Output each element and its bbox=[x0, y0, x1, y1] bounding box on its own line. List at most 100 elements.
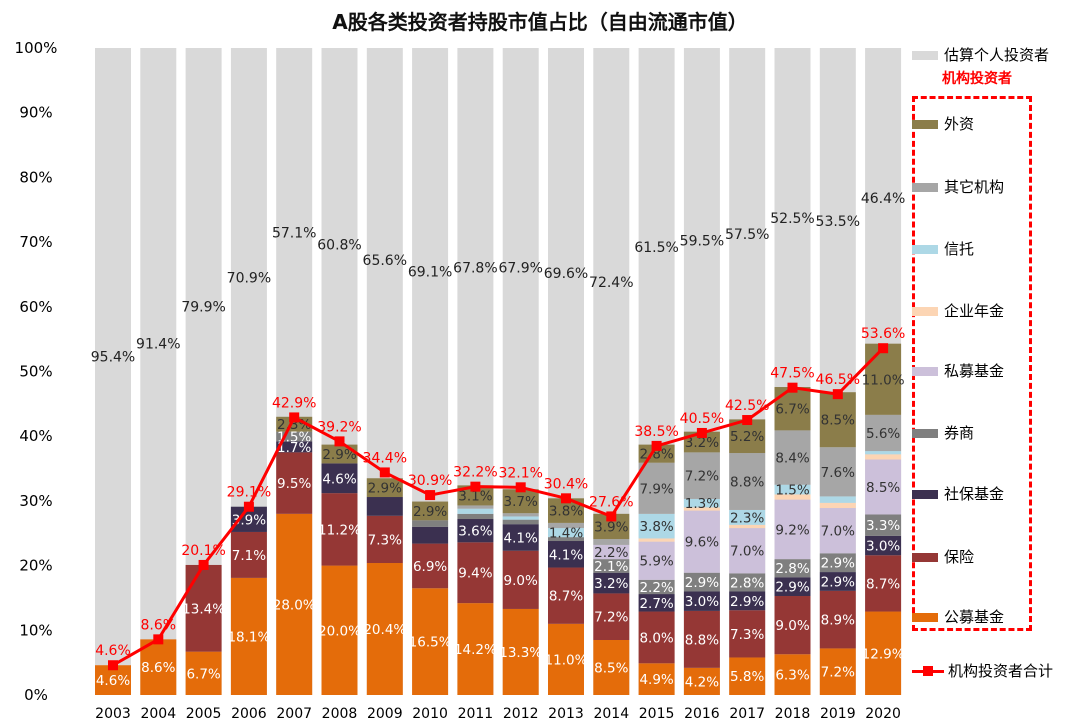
bar-segment-insurance bbox=[774, 596, 811, 655]
bar-segment-insurance bbox=[502, 550, 539, 609]
bar-segment-broker bbox=[457, 513, 494, 520]
segment-value-label: 6.9% bbox=[413, 559, 447, 575]
legend-label: 私募基金 bbox=[944, 362, 1005, 380]
total-value-label: 27.6% bbox=[589, 494, 633, 510]
bar-segment-other bbox=[457, 505, 494, 509]
x-tick-label: 2006 bbox=[231, 706, 267, 722]
bar-segment-ssf bbox=[683, 591, 720, 611]
bar-segment-private bbox=[593, 544, 630, 560]
segment-value-label: 9.0% bbox=[775, 618, 809, 634]
bar-segment-ssf bbox=[321, 463, 358, 494]
legend-swatch bbox=[912, 120, 938, 129]
bar-segment-other bbox=[593, 539, 630, 545]
total-marker bbox=[742, 415, 753, 426]
segment-value-label: 3.3% bbox=[866, 518, 900, 534]
bar-segment-trust bbox=[548, 528, 584, 538]
segment-value-label: 28.0% bbox=[273, 597, 316, 613]
total-value-label: 32.1% bbox=[498, 465, 542, 481]
legend-label: 机构投资者合计 bbox=[948, 662, 1054, 680]
segment-value-label: 13.4% bbox=[182, 601, 225, 617]
legend-insurance: 保险 bbox=[912, 546, 974, 567]
total-value-label: 20.1% bbox=[181, 543, 225, 559]
x-tick-label: 2011 bbox=[458, 706, 494, 722]
stacked-bar-chart: 0% 10% 20% 30% 40% 50% 60% 70% 80% 90% 100% 2003 200… bbox=[15, 39, 906, 722]
institution-dashed-box bbox=[912, 96, 1032, 631]
x-tick-label: 2010 bbox=[412, 706, 448, 722]
segment-value-label: 1.3% bbox=[685, 496, 719, 512]
total-marker bbox=[334, 436, 345, 447]
legend-pension: 企业年金 bbox=[912, 300, 1004, 321]
bar-segment-insurance bbox=[366, 515, 403, 564]
bar-segment-mutual bbox=[185, 651, 222, 695]
y-tick-label: 10% bbox=[19, 621, 52, 639]
bar-segment-ssf bbox=[502, 524, 539, 551]
individual-value-label: 65.6% bbox=[363, 253, 407, 269]
bar-segment-private bbox=[865, 459, 902, 515]
bar-segment-broker bbox=[638, 579, 675, 595]
legend-total: 机构投资者合计 bbox=[912, 660, 1053, 681]
legend-label: 估算个人投资者 bbox=[944, 46, 1050, 64]
individual-value-label: 57.5% bbox=[725, 227, 769, 243]
bar-segment-mutual bbox=[548, 623, 584, 695]
segment-value-label: 16.5% bbox=[409, 635, 452, 651]
bar-segment-mutual bbox=[865, 611, 902, 695]
bar-segment-ssf bbox=[774, 577, 811, 597]
bar-segment-mutual bbox=[502, 608, 539, 695]
bar-segment-foreign bbox=[457, 485, 494, 506]
y-tick-label: 20% bbox=[19, 557, 52, 575]
segment-value-label: 8.7% bbox=[549, 589, 583, 605]
bar-segment-mutual bbox=[276, 513, 313, 695]
total-value-label: 42.5% bbox=[725, 398, 769, 414]
individual-value-label: 46.4% bbox=[861, 191, 905, 207]
segment-value-label: 1.4% bbox=[549, 526, 583, 542]
individual-value-label: 95.4% bbox=[91, 350, 135, 366]
bar-segment-broker bbox=[729, 573, 766, 592]
bar-segment-other bbox=[548, 522, 584, 529]
x-tick-label: 2012 bbox=[503, 706, 539, 722]
segment-value-label: 2.9% bbox=[413, 504, 447, 520]
total-marker bbox=[198, 559, 209, 570]
bar-segment-insurance bbox=[593, 593, 630, 641]
bar-segment-other bbox=[774, 430, 811, 485]
bar-segment-mutual bbox=[230, 577, 267, 695]
legend-swatch bbox=[912, 490, 938, 499]
segment-value-label: 13.3% bbox=[499, 645, 542, 661]
y-tick-label: 40% bbox=[19, 427, 52, 445]
individual-value-label: 69.1% bbox=[408, 265, 452, 281]
bar-segment-insurance bbox=[865, 555, 902, 612]
legend-private: 私募基金 bbox=[912, 360, 1004, 381]
bar-segment-ssf bbox=[412, 526, 449, 544]
total-marker bbox=[379, 467, 390, 478]
segment-value-label: 4.1% bbox=[549, 547, 583, 563]
total-value-label: 30.4% bbox=[544, 476, 588, 492]
segment-value-label: 3.8% bbox=[639, 519, 673, 535]
segment-value-label: 6.7% bbox=[775, 402, 809, 418]
total-value-label: 46.5% bbox=[816, 372, 860, 388]
bar-segment-foreign bbox=[819, 392, 856, 448]
segment-value-label: 4.9% bbox=[639, 672, 673, 688]
bar-segment-foreign bbox=[865, 343, 902, 415]
legend-swatch bbox=[912, 367, 938, 376]
segment-value-label: 8.0% bbox=[639, 630, 673, 646]
bar-segment-ssf bbox=[865, 535, 902, 556]
bar-segment-foreign bbox=[366, 478, 403, 498]
legend-label: 保险 bbox=[944, 548, 975, 566]
x-tick-label: 2013 bbox=[548, 706, 584, 722]
individual-value-label: 61.5% bbox=[634, 240, 678, 256]
legend-individual: 估算个人投资者 bbox=[912, 44, 1049, 65]
bar-segment-trust bbox=[457, 508, 494, 514]
individual-value-label: 70.9% bbox=[227, 270, 271, 286]
segment-value-label: 8.4% bbox=[775, 451, 809, 467]
y-tick-label: 50% bbox=[19, 363, 52, 381]
x-tick-label: 2007 bbox=[276, 706, 312, 722]
segment-value-label: 7.2% bbox=[594, 610, 628, 626]
segment-value-label: 3.2% bbox=[685, 435, 719, 451]
segment-value-label: 14.2% bbox=[454, 642, 497, 658]
bar-segment-broker bbox=[683, 572, 720, 592]
bar-segment-foreign bbox=[774, 387, 811, 431]
bar-segment-insurance bbox=[321, 493, 358, 566]
bar-segment-ssf bbox=[366, 497, 403, 516]
bar-segment-private bbox=[729, 528, 766, 574]
segment-value-label: 2.9% bbox=[368, 481, 402, 497]
total-marker bbox=[515, 482, 526, 493]
